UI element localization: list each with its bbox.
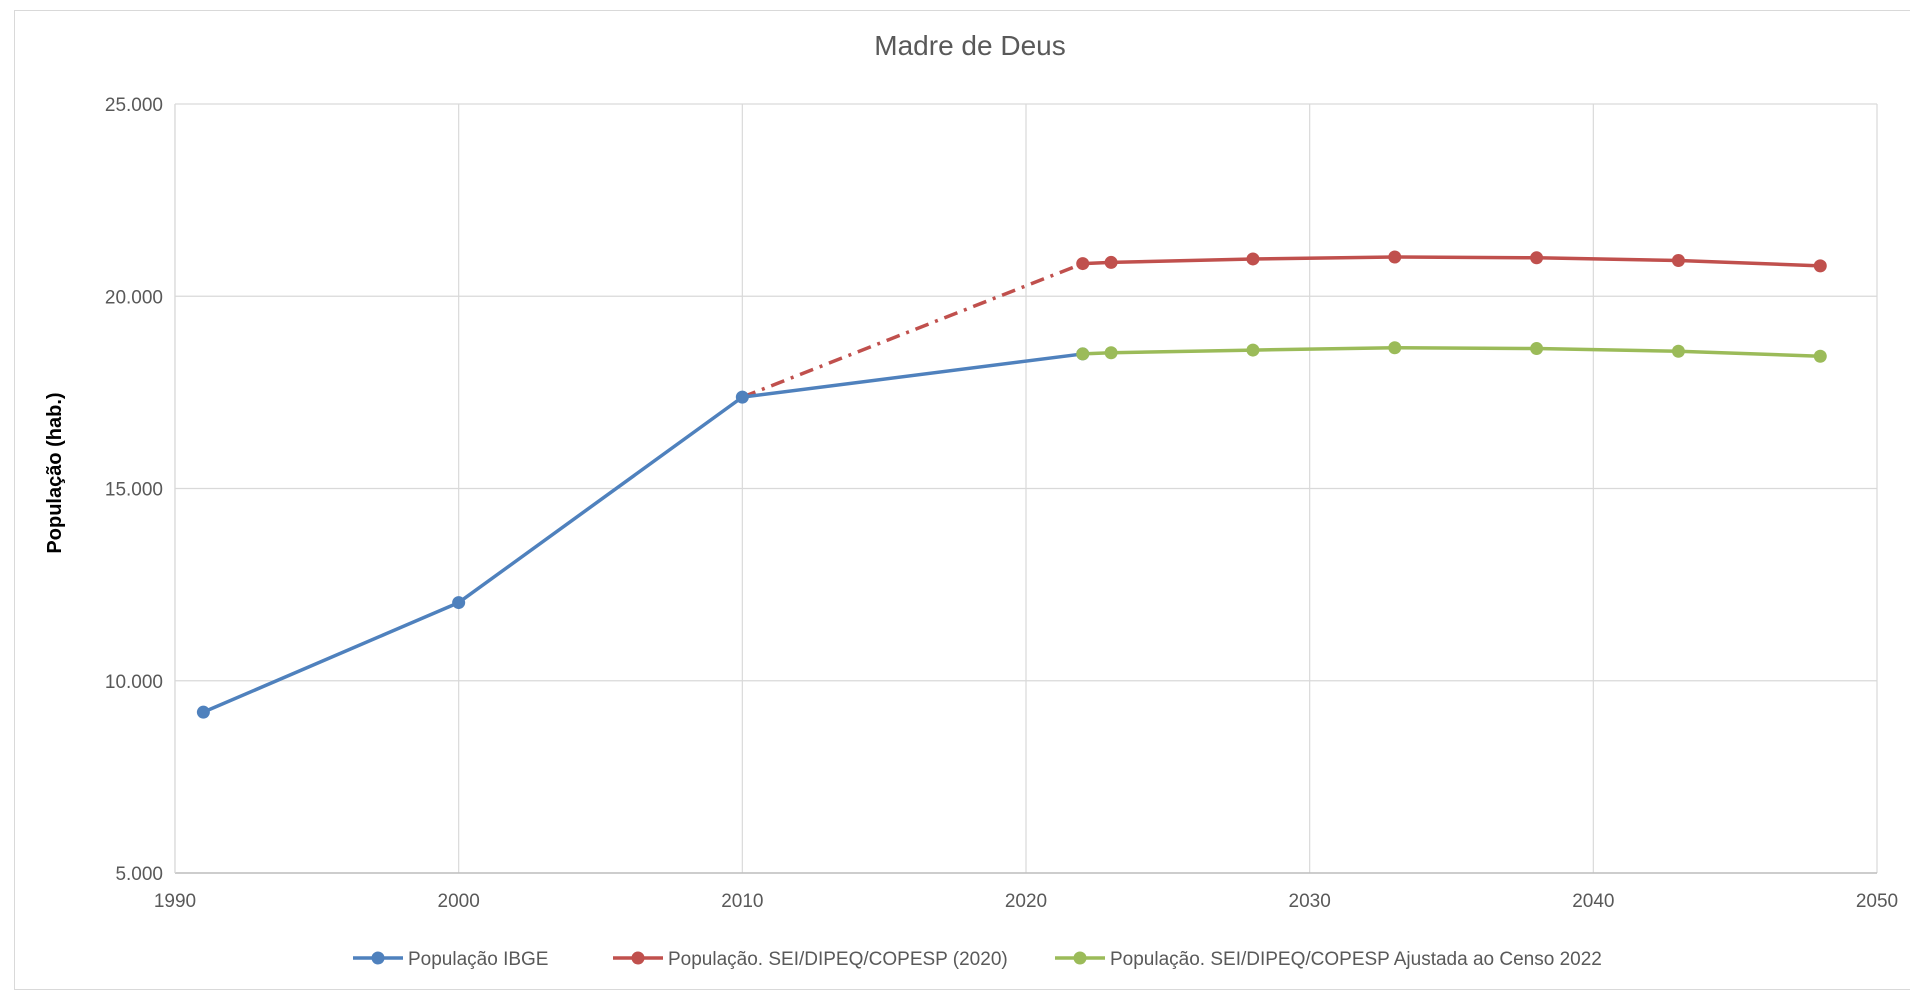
legend: População IBGE População. SEI/DIPEQ/COPES… [353, 949, 1602, 970]
legend-label-1: População IBGE [408, 949, 548, 970]
legend-label-2: População. SEI/DIPEQ/COPESP (2020) [668, 949, 1008, 970]
x-tick-label: 2010 [721, 891, 763, 912]
data-point-series-2 [1530, 251, 1544, 265]
data-point-series-1 [452, 596, 466, 610]
data-point-series-2 [1246, 252, 1260, 266]
y-tick-label: 10.000 [105, 672, 163, 693]
x-tick-label: 2040 [1572, 891, 1614, 912]
x-tick-label: 2030 [1289, 891, 1331, 912]
gridlines [174, 103, 1878, 874]
x-tick-label: 1990 [154, 891, 196, 912]
data-point-series-3 [1104, 346, 1118, 360]
data-point-series-3 [1530, 342, 1544, 356]
y-axis-label: População (hab.) [44, 392, 66, 553]
data-point-series-3 [1813, 349, 1827, 363]
x-tick-label: 2000 [438, 891, 480, 912]
data-markers [196, 250, 1827, 719]
data-point-series-3 [1388, 341, 1402, 355]
data-point-series-3 [1246, 343, 1260, 357]
series-lines [202, 255, 1821, 714]
data-point-series-2 [1104, 255, 1118, 269]
chart-title: Madre de Deus [874, 30, 1065, 61]
data-point-series-3 [1076, 347, 1090, 361]
data-point-series-3 [1671, 344, 1685, 358]
data-point-series-2 [1671, 253, 1685, 267]
y-tick-label: 5.000 [115, 864, 163, 885]
data-point-series-2 [1388, 250, 1402, 264]
x-tick-label: 2050 [1856, 891, 1898, 912]
data-point-series-1 [196, 705, 210, 719]
legend-marker-1 [371, 951, 385, 965]
chart-frame: Madre de Deus População (hab.) 1990 2000 2… [14, 10, 1910, 990]
series-line-2 [1082, 255, 1821, 268]
data-point-series-2 [1076, 257, 1090, 271]
series-line-3 [1082, 346, 1821, 358]
legend-marker-3 [1073, 951, 1087, 965]
legend-marker-2 [631, 951, 645, 965]
legend-label-3: População. SEI/DIPEQ/COPESP Ajustada ao … [1110, 949, 1602, 970]
series-line-1 [202, 352, 1083, 714]
data-point-series-2 [1813, 259, 1827, 273]
y-tick-label: 15.000 [105, 480, 163, 501]
y-tick-label: 25.000 [105, 95, 163, 116]
data-point-series-1 [735, 390, 749, 404]
x-tick-label: 2020 [1005, 891, 1047, 912]
line-chart: Madre de Deus População (hab.) 1990 2000 2… [44, 30, 1898, 970]
axes: 1990 2000 2010 2020 2030 2040 2050 5.000 10.000 1… [105, 95, 1898, 912]
y-tick-label: 20.000 [105, 287, 163, 308]
